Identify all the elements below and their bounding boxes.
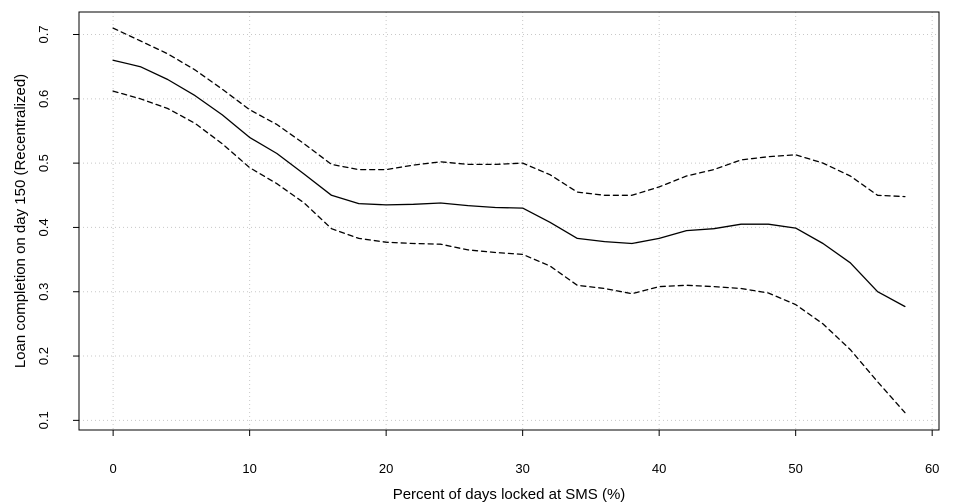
lower-confidence-band-line [112,90,906,414]
x-tick-label: 50 [788,461,802,476]
x-tick-label: 10 [242,461,256,476]
x-tick-label: 30 [515,461,529,476]
x-tick-label: 0 [110,461,117,476]
x-tick-label: 60 [925,461,939,476]
x-axis-label: Percent of days locked at SMS (%) [393,486,626,503]
x-tick-label: 20 [379,461,393,476]
y-tick-label: 0.3 [36,283,51,301]
y-tick-label: 0.4 [36,218,51,236]
y-axis-label: Loan completion on day 150 (Recentralize… [12,74,29,368]
axis-ticks: 0 10 20 30 40 50 60 0.1 0.2 0.3 0.4 0.5 0.6 0.7 [36,25,939,476]
estimate-line [112,59,906,308]
y-tick-label: 0.5 [36,154,51,172]
y-tick-label: 0.1 [36,411,51,429]
upper-confidence-band-line [112,27,906,198]
plot-area-frame [78,11,940,431]
y-tick-label: 0.2 [36,347,51,365]
y-tick-label: 0.6 [36,90,51,108]
y-tick-label: 0.7 [36,25,51,43]
series-group [112,27,906,414]
grid [79,12,939,430]
x-tick-label: 40 [652,461,666,476]
